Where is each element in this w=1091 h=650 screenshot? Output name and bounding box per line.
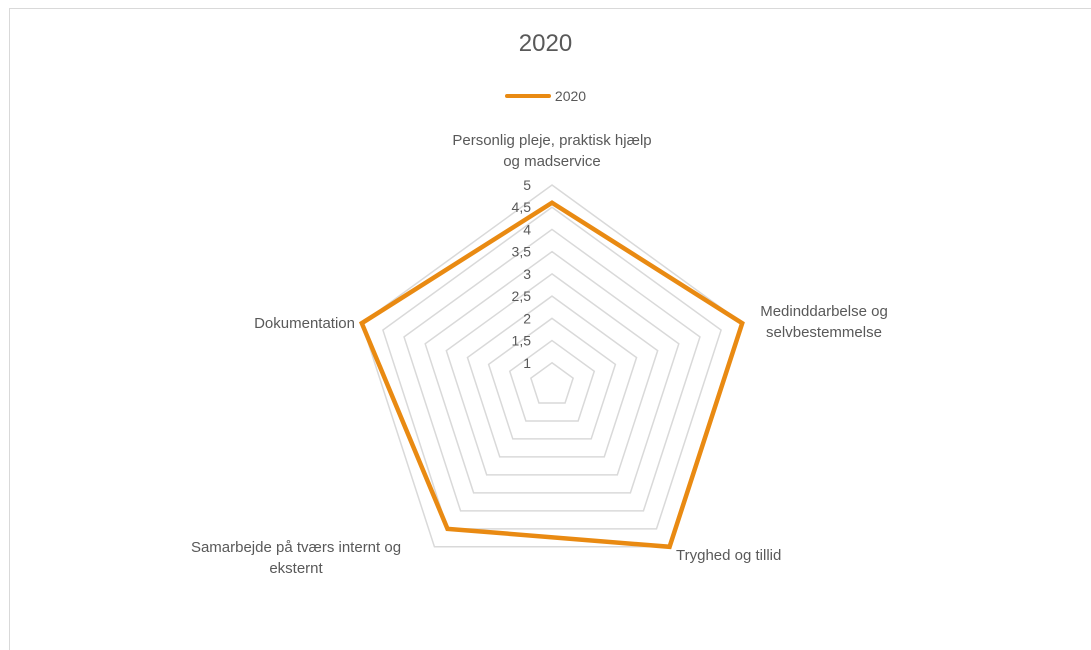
grid-ring: [508, 339, 596, 422]
category-label: eksternt: [269, 560, 323, 577]
grid-ring: [360, 184, 744, 548]
tick-label: 2,5: [512, 288, 532, 304]
grid-ring: [382, 206, 722, 530]
category-label: selvbestemmelse: [766, 324, 882, 341]
category-label: Medinddarbelse og: [760, 303, 888, 320]
series-line-2020: [358, 200, 745, 550]
grid-ring: [529, 361, 575, 404]
category-label: Dokumentation: [254, 315, 355, 332]
legend: 2020: [0, 88, 1091, 104]
chart-frame: [9, 8, 1091, 650]
tick-label: 4,5: [512, 199, 532, 215]
grid-ring: [487, 317, 617, 440]
chart-title: 2020: [518, 30, 573, 57]
tick-label: 3,5: [512, 244, 532, 260]
category-label: Personlig pleje, praktisk hjælp: [452, 132, 651, 149]
category-label: Samarbejde på tværs internt og: [191, 539, 401, 556]
category-label: Tryghed og tillid: [676, 547, 781, 564]
tick-label: 1: [523, 355, 531, 371]
grid-ring: [403, 228, 701, 512]
legend-swatch: [504, 94, 551, 98]
grid-ring: [445, 272, 659, 476]
legend-label: 2020: [554, 88, 587, 104]
grid-ring: [424, 250, 680, 494]
tick-label: 1,5: [512, 333, 532, 349]
tick-label: 2: [523, 310, 531, 326]
tick-label: 4: [523, 221, 531, 237]
tick-label: 3: [523, 266, 531, 282]
grid-ring: [466, 295, 638, 458]
category-label: og madservice: [503, 153, 601, 170]
tick-label: 5: [523, 177, 531, 193]
